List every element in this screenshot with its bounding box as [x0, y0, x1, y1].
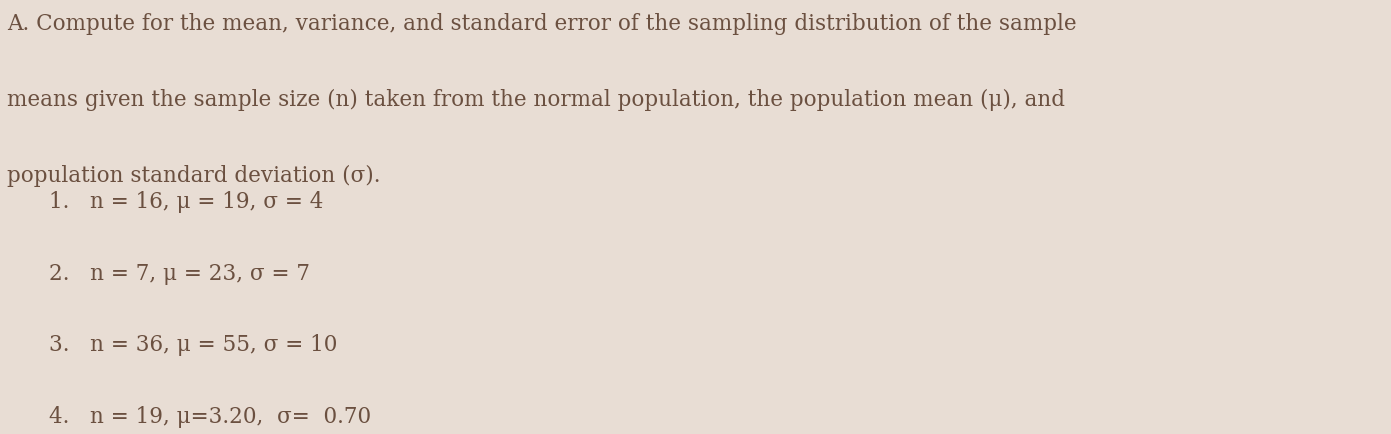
Text: A. Compute for the mean, variance, and standard error of the sampling distributi: A. Compute for the mean, variance, and s…	[7, 13, 1077, 35]
Text: population standard deviation (σ).: population standard deviation (σ).	[7, 165, 381, 187]
Text: 1.   n = 16, μ = 19, σ = 4: 1. n = 16, μ = 19, σ = 4	[49, 191, 323, 213]
Text: 4.   n = 19, μ=3.20,  σ=  0.70: 4. n = 19, μ=3.20, σ= 0.70	[49, 406, 371, 428]
Text: 2.   n = 7, μ = 23, σ = 7: 2. n = 7, μ = 23, σ = 7	[49, 263, 310, 285]
Text: means given the sample size (n) taken from the normal population, the population: means given the sample size (n) taken fr…	[7, 89, 1066, 111]
Text: 3.   n = 36, μ = 55, σ = 10: 3. n = 36, μ = 55, σ = 10	[49, 334, 337, 356]
